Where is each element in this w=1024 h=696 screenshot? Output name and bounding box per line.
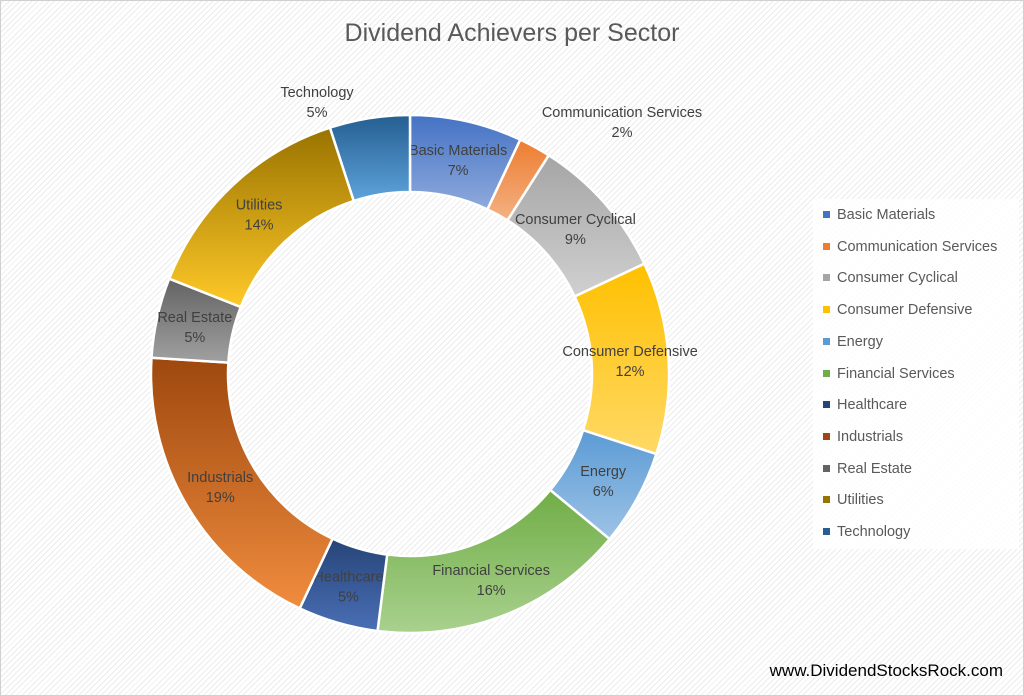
legend-swatch — [823, 496, 830, 504]
data-label-percent: 7% — [448, 163, 469, 179]
legend-label: Healthcare — [837, 397, 908, 414]
legend-swatch — [823, 432, 830, 440]
legend-label: Real Estate — [837, 460, 912, 477]
legend-swatch — [823, 337, 830, 345]
data-label: Real Estate 5% — [157, 310, 232, 346]
legend-label: Financial Services — [837, 365, 955, 382]
legend-swatch — [823, 464, 830, 472]
data-label: Consumer Cyclical 9% — [515, 212, 636, 248]
data-label: Industrials 19% — [187, 470, 253, 506]
legend: Basic Materials Communication Services Con… — [813, 199, 1019, 549]
legend-label: Basic Materials — [837, 207, 936, 223]
legend-item: Energy — [823, 334, 883, 350]
data-label: Basic Materials 7% — [409, 143, 507, 179]
data-label-category: Industrials — [187, 470, 253, 486]
legend-label: Consumer Defensive — [837, 302, 973, 319]
data-label-percent: 5% — [338, 590, 359, 606]
legend-item: Financial Services — [823, 366, 955, 382]
legend-swatch — [823, 274, 830, 282]
data-label: Financial Services 16% — [432, 563, 550, 599]
chart-title: Dividend Achievers per Sector — [344, 19, 680, 47]
data-label-percent: 14% — [245, 217, 274, 233]
legend-swatch — [823, 369, 830, 377]
legend-item: Consumer Cyclical — [823, 270, 958, 286]
data-label-category: Basic Materials — [409, 143, 507, 159]
legend-swatch — [823, 401, 830, 409]
legend-label: Utilities — [837, 492, 884, 509]
data-label-percent: 2% — [612, 125, 633, 141]
data-label: Consumer Defensive 12% — [562, 344, 697, 380]
legend-item: Industrials — [823, 429, 903, 445]
data-label-category: Financial Services — [432, 563, 550, 579]
data-label: Energy 6% — [580, 464, 627, 500]
data-label: Utilities 14% — [236, 197, 283, 233]
data-label: Healthcare 5% — [313, 570, 383, 606]
data-label-category: Real Estate — [157, 310, 232, 326]
legend-item: Real Estate — [823, 461, 912, 477]
data-label-category: Energy — [580, 464, 627, 480]
legend-item: Basic Materials — [823, 207, 935, 223]
legend-item: Healthcare — [823, 397, 907, 413]
data-label-percent: 5% — [184, 330, 205, 346]
data-label-category: Technology — [280, 85, 354, 101]
legend-label: Industrials — [837, 428, 904, 445]
legend-item: Communication Services — [823, 239, 997, 255]
data-label-category: Healthcare — [313, 570, 383, 586]
data-label-category: Consumer Cyclical — [515, 212, 636, 228]
data-label-percent: 6% — [593, 484, 614, 500]
data-label: Technology 5% — [280, 85, 354, 121]
legend-label: Consumer Cyclical — [837, 270, 958, 287]
slice-financial-services — [376, 488, 612, 635]
data-label-percent: 9% — [565, 232, 586, 248]
watermark: www.DividendStocksRock.com — [769, 661, 1003, 680]
legend-label: Communication Services — [837, 238, 998, 255]
data-label-percent: 5% — [307, 105, 328, 121]
legend-swatch — [823, 242, 830, 250]
legend-item: Utilities — [823, 492, 884, 508]
data-label-category: Utilities — [236, 197, 283, 213]
data-label-category: Consumer Defensive — [562, 344, 697, 360]
data-label-percent: 16% — [477, 583, 506, 599]
data-label: Communication Services 2% — [542, 105, 702, 141]
data-label-percent: 12% — [616, 364, 645, 380]
legend-label: Energy — [837, 333, 883, 350]
legend-label: Technology — [837, 524, 911, 540]
data-label-category: Communication Services — [542, 105, 702, 121]
legend-swatch — [823, 211, 830, 218]
slice-technology — [328, 113, 412, 203]
legend-item: Consumer Defensive — [823, 302, 972, 318]
legend-swatch — [823, 528, 830, 535]
data-label-percent: 19% — [206, 490, 235, 506]
legend-item: Technology — [823, 524, 910, 540]
legend-swatch — [823, 306, 830, 314]
